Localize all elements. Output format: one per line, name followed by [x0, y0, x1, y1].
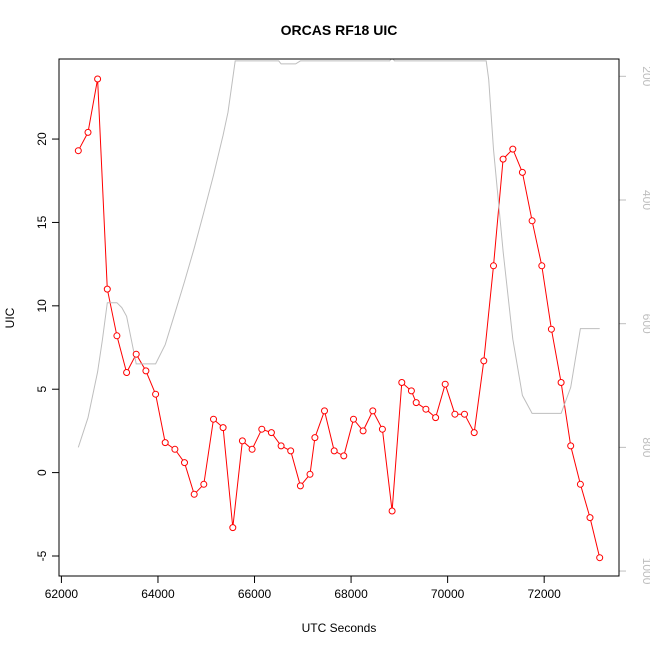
- data-point: [350, 415, 357, 423]
- data-point: [311, 434, 319, 442]
- data-point: [586, 514, 594, 522]
- data-point: [267, 429, 275, 437]
- axes: 62000 64000 66000 68000 70000 72000 -5 0 5 10 15 20…: [35, 66, 650, 601]
- y-tick-label: -5: [35, 550, 49, 561]
- data-point: [557, 379, 565, 386]
- data-point: [74, 147, 82, 155]
- data-point: [407, 387, 415, 395]
- y2-tick-label: 600: [640, 314, 650, 334]
- data-point: [596, 554, 604, 562]
- data-point: [103, 285, 111, 293]
- data-point: [422, 405, 430, 413]
- y-tick-label: 0: [35, 469, 49, 476]
- data-point: [190, 490, 198, 498]
- data-point: [451, 410, 459, 418]
- data-point: [470, 429, 478, 437]
- data-point: [210, 415, 217, 423]
- data-point: [132, 350, 140, 358]
- y-axis-label: UIC: [3, 307, 17, 328]
- y2-tick-label: 1000: [640, 558, 650, 585]
- data-point: [480, 357, 488, 365]
- data-point: [538, 262, 546, 270]
- data-point: [518, 168, 526, 176]
- data-point: [359, 427, 367, 435]
- y2-tick-label: 800: [640, 437, 650, 457]
- x-tick-label: 70000: [431, 587, 465, 601]
- y2-tick-label: 200: [640, 66, 650, 86]
- data-point: [369, 407, 377, 415]
- data-point: [181, 459, 188, 467]
- x-tick-label: 62000: [45, 587, 79, 601]
- data-point: [277, 442, 285, 450]
- y-tick-label: 15: [35, 215, 49, 229]
- y-tick-label: 5: [35, 386, 49, 393]
- uic-series-line: [77, 78, 601, 558]
- data-point: [509, 145, 517, 153]
- markers: [74, 75, 604, 562]
- data-point: [152, 390, 160, 398]
- data-point: [238, 437, 246, 445]
- data-point: [84, 128, 92, 136]
- data-point: [113, 332, 121, 340]
- y-tick-label: 20: [35, 132, 49, 146]
- data-point: [321, 407, 328, 415]
- data-point: [412, 399, 420, 407]
- data-point: [528, 217, 536, 225]
- data-point: [567, 442, 575, 450]
- data-point: [248, 445, 256, 453]
- plot-frame: [58, 58, 620, 577]
- data-point: [490, 262, 497, 270]
- data-point: [330, 447, 338, 455]
- data-point: [171, 445, 179, 453]
- plot-area: [77, 59, 601, 558]
- data-point: [378, 425, 386, 433]
- data-point: [547, 325, 555, 333]
- data-point: [576, 480, 584, 488]
- data-point: [219, 424, 227, 432]
- data-point: [340, 452, 348, 460]
- data-point: [161, 439, 169, 447]
- data-point: [123, 369, 131, 376]
- data-point: [229, 524, 237, 532]
- data-point: [441, 380, 449, 388]
- x-tick-label: 68000: [334, 587, 368, 601]
- y-tick-label: 10: [35, 299, 49, 313]
- y2-tick-label: 400: [640, 190, 650, 210]
- data-point: [499, 155, 507, 163]
- data-point: [306, 470, 314, 478]
- data-point: [432, 414, 440, 422]
- data-point: [287, 447, 295, 455]
- x-tick-label: 66000: [238, 587, 272, 601]
- x-tick-label: 64000: [141, 587, 175, 601]
- data-point: [200, 480, 208, 488]
- data-point: [461, 410, 468, 418]
- data-point: [388, 507, 396, 515]
- data-point: [258, 425, 266, 433]
- chart-title: ORCAS RF18 UIC: [281, 22, 398, 38]
- x-tick-label: 72000: [527, 587, 561, 601]
- x-axis-label: UTC Seconds: [302, 621, 377, 635]
- data-point: [398, 379, 406, 386]
- data-point: [94, 75, 102, 83]
- data-point: [142, 367, 150, 375]
- secondary-series-line: [77, 59, 600, 448]
- data-point: [296, 482, 304, 490]
